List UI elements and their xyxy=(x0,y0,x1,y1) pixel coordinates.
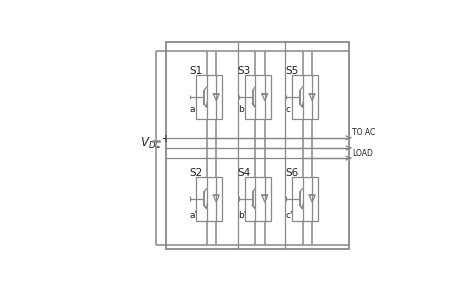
Text: S1: S1 xyxy=(189,66,202,76)
Bar xyxy=(166,42,349,250)
Text: S5: S5 xyxy=(285,66,299,76)
Text: TO AC: TO AC xyxy=(352,128,375,137)
Bar xyxy=(196,75,222,119)
Bar xyxy=(245,75,271,119)
Text: LOAD: LOAD xyxy=(352,149,373,158)
Text: c': c' xyxy=(285,211,293,220)
Text: a': a' xyxy=(189,211,197,220)
Text: a: a xyxy=(189,105,195,114)
Text: S3: S3 xyxy=(238,66,251,76)
Text: b: b xyxy=(238,105,244,114)
Text: S4: S4 xyxy=(238,168,251,178)
Text: S2: S2 xyxy=(189,168,202,178)
Text: b': b' xyxy=(238,211,246,220)
Text: S6: S6 xyxy=(285,168,299,178)
Text: $V_{DC}$: $V_{DC}$ xyxy=(140,136,163,151)
Bar xyxy=(292,177,318,221)
Bar xyxy=(245,177,271,221)
Text: c: c xyxy=(285,105,290,114)
Bar xyxy=(292,75,318,119)
Bar xyxy=(196,177,222,221)
Text: +: + xyxy=(161,134,169,144)
